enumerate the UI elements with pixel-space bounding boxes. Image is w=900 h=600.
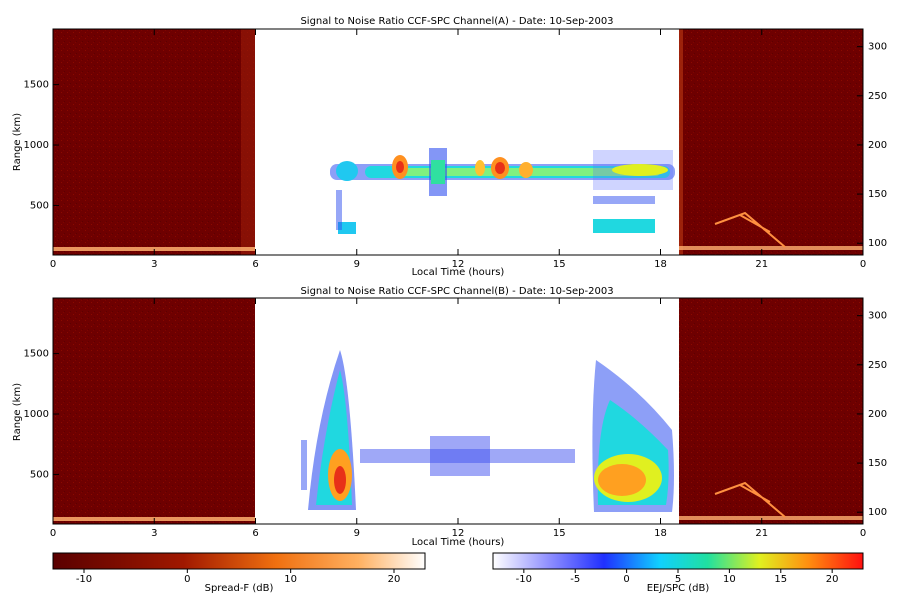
panel-channel-a: Signal to Noise Ratio CCF-SPC Channel(A)… <box>12 16 887 278</box>
colorbar-tick-label: -10 <box>516 574 532 585</box>
colorbar-tick-label: 20 <box>388 574 401 585</box>
x-tick-label: 0 <box>860 528 866 539</box>
colorbar-tick-label: 20 <box>826 574 839 585</box>
spread-f-trace-a <box>714 211 786 248</box>
spread-f-region-night-b <box>679 298 863 524</box>
colorbar-tick-label: 10 <box>284 574 297 585</box>
x-tick-label: 6 <box>252 259 258 270</box>
y2-tick-label: 200 <box>868 140 887 151</box>
y2-tick-label: 300 <box>868 42 887 53</box>
colorbar-tick-label: -10 <box>76 574 92 585</box>
x-tick-label: 21 <box>755 528 768 539</box>
y-tick-label: 500 <box>30 469 49 480</box>
y-tick-label: 1000 <box>24 409 49 420</box>
panel-a-title: Signal to Noise Ratio CCF-SPC Channel(A)… <box>300 16 613 27</box>
y2-tick-label: 250 <box>868 360 887 371</box>
y2-tick-label: 200 <box>868 409 887 420</box>
y-tick-label: 1500 <box>24 349 49 360</box>
y2-tick-label: 150 <box>868 189 887 200</box>
x-tick-label: 3 <box>151 259 157 270</box>
colorbar-tick-label: 10 <box>723 574 736 585</box>
x-tick-label: 12 <box>452 259 465 270</box>
colorbar-spread-f-label: Spread-F (dB) <box>205 583 274 594</box>
y-tick-label: 500 <box>30 200 49 211</box>
echo-plumes-b <box>301 350 674 512</box>
colorbar-eej-label: EEJ/SPC (dB) <box>647 583 710 594</box>
x-tick-label: 21 <box>755 259 768 270</box>
y2-tick-label: 250 <box>868 91 887 102</box>
colorbar-tick-label: 5 <box>675 574 681 585</box>
spread-f-region-night <box>679 29 863 255</box>
x-tick-label: 3 <box>151 528 157 539</box>
x-tick-label: 15 <box>553 259 566 270</box>
axes-panel-b: 0 3 6 9 12 15 18 21 0 500 1000 1500 100 150 200 250 300 <box>24 298 887 539</box>
spread-f-trace-b <box>714 481 786 518</box>
y2-tick-label: 100 <box>868 507 887 518</box>
panel-channel-b: Signal to Noise Ratio CCF-SPC Channel(B)… <box>12 286 887 548</box>
panel-b-ylabel: Range (km) <box>12 383 23 441</box>
x-tick-label: 0 <box>50 259 56 270</box>
panel-a-ylabel: Range (km) <box>12 113 23 171</box>
x-tick-label: 9 <box>354 528 360 539</box>
y-tick-label: 1500 <box>24 80 49 91</box>
colorbar-tick-label: 0 <box>184 574 190 585</box>
x-tick-label: 18 <box>654 259 667 270</box>
spread-f-region-morning <box>53 29 255 255</box>
colorbar-tick-label: 0 <box>623 574 629 585</box>
y-tick-label: 1000 <box>24 140 49 151</box>
y2-tick-label: 150 <box>868 458 887 469</box>
colorbar-tick-label: -5 <box>570 574 580 585</box>
x-tick-label: 0 <box>50 528 56 539</box>
colorbar-spread-f: -10 0 10 20 Spread-F (dB) <box>52 552 426 594</box>
axes-panel-a: 0 3 6 9 12 15 18 21 0 500 1000 1500 100 150 200 250 300 <box>24 29 887 270</box>
colorbar-eej: -10 -5 0 5 10 15 20 EEJ/SPC (dB) <box>492 552 864 594</box>
x-tick-label: 12 <box>452 528 465 539</box>
x-tick-label: 6 <box>252 528 258 539</box>
x-tick-label: 0 <box>860 259 866 270</box>
panel-b-title: Signal to Noise Ratio CCF-SPC Channel(B)… <box>300 286 613 297</box>
y2-tick-label: 100 <box>868 238 887 249</box>
echo-band-a <box>330 148 675 234</box>
x-tick-label: 18 <box>654 528 667 539</box>
panel-b-xlabel: Local Time (hours) <box>412 537 505 548</box>
y2-tick-label: 300 <box>868 311 887 322</box>
panel-a-xlabel: Local Time (hours) <box>412 267 505 278</box>
x-tick-label: 9 <box>354 259 360 270</box>
x-tick-label: 15 <box>553 528 566 539</box>
spread-f-region-morning-b <box>53 298 255 524</box>
colorbar-tick-label: 15 <box>774 574 787 585</box>
